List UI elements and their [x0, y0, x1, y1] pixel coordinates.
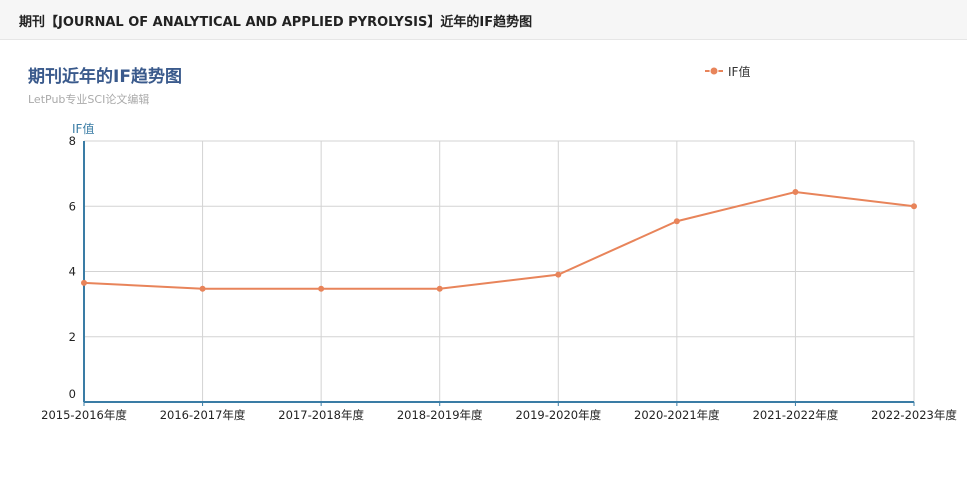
series-line	[83, 190, 915, 290]
legend-label: IF值	[728, 64, 751, 79]
y-tick-label: 6	[69, 199, 76, 213]
page-title: 期刊【JOURNAL OF ANALYTICAL AND APPLIED PYR…	[19, 15, 533, 30]
x-tick-label: 2016-2017年度	[160, 408, 246, 422]
legend-line-marker-icon	[705, 66, 723, 76]
x-tick-label: 2017-2018年度	[278, 408, 364, 422]
data-point	[911, 203, 917, 210]
y-tick-label: 8	[69, 134, 76, 148]
y-tick-label: 4	[69, 265, 76, 279]
data-point	[792, 188, 799, 195]
x-tick-label: 2019-2020年度	[515, 408, 601, 422]
legend-item[interactable]: IF值	[704, 63, 750, 79]
y-axis-label: IF值	[72, 121, 94, 136]
chart-title: 期刊近年的IF趋势图	[28, 67, 182, 87]
data-point	[673, 218, 680, 225]
data-point	[436, 285, 443, 292]
data-point	[199, 285, 206, 292]
x-tick-label: 2015-2016年度	[41, 408, 127, 422]
x-tick-label: 2018-2019年度	[397, 408, 483, 422]
y-tick-label: 2	[69, 330, 76, 344]
x-tick-label: 2021-2022年度	[753, 408, 839, 422]
x-tick-label: 2022-2023年度	[871, 408, 957, 422]
page-header: 期刊【JOURNAL OF ANALYTICAL AND APPLIED PYR…	[0, 0, 967, 40]
y-tick-label: 0	[69, 387, 76, 401]
data-point	[555, 271, 562, 278]
x-tick-label: 2020-2021年度	[634, 408, 720, 422]
chart-subtitle: LetPub专业SCI论文编辑	[28, 93, 150, 106]
data-point	[81, 279, 87, 286]
data-point	[318, 285, 325, 292]
